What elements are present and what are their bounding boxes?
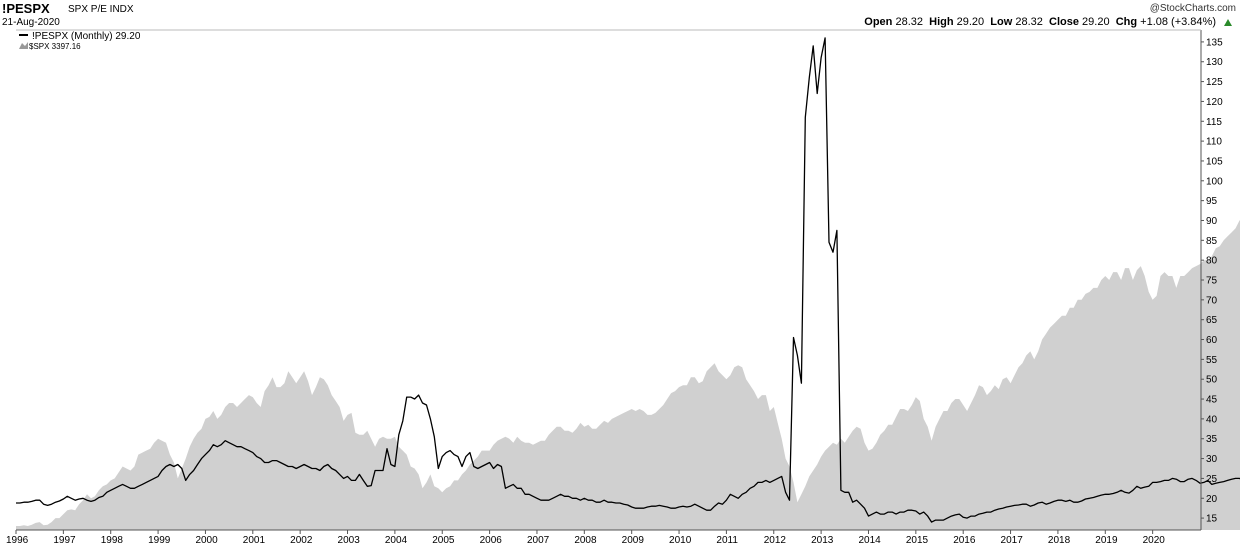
y-tick-label: 15 [1206,514,1218,525]
x-tick-label: 2008 [574,535,597,546]
close-label: Close [1049,16,1079,28]
high-label: High [929,16,954,28]
x-tick-label: 1998 [101,535,124,546]
x-tick-label: 2016 [953,535,976,546]
ohlc-readout: Open 28.32 High 29.20 Low 28.32 Close 29… [864,16,1216,28]
x-tick-label: 2002 [290,535,313,546]
y-tick-label: 110 [1206,137,1222,148]
x-tick-label: 2003 [338,535,361,546]
low-value: 28.32 [1015,16,1043,28]
x-tick-label: 2009 [622,535,645,546]
y-tick-label: 70 [1206,295,1218,306]
x-tick-label: 2001 [243,535,266,546]
x-tick-label: 2007 [527,535,550,546]
legend-area-label: $SPX 3397.16 [29,42,81,51]
x-tick-label: 1996 [6,535,29,546]
x-tick-label: 2000 [195,535,218,546]
chg-label: Chg [1115,16,1138,28]
y-tick-label: 20 [1206,494,1218,505]
high-value: 29.20 [956,16,985,28]
x-tick-label: 2018 [1048,535,1071,546]
y-tick-label: 115 [1206,117,1222,128]
x-tick-label: 2012 [764,535,787,546]
y-tick-label: 45 [1206,395,1218,406]
x-tick-label: 2020 [1143,535,1166,546]
x-tick-label: 2004 [385,535,408,546]
y-tick-label: 95 [1206,196,1218,207]
x-tick-label: 2011 [716,535,738,546]
legend-line-label: !PESPX (Monthly) 29.20 [32,31,141,42]
x-tick-label: 2015 [906,535,929,546]
y-tick-label: 130 [1206,57,1223,68]
y-tick-label: 30 [1206,454,1218,465]
x-tick-label: 2014 [858,535,881,546]
y-tick-label: 55 [1206,355,1218,366]
y-tick-label: 135 [1206,37,1223,48]
y-tick-label: 50 [1206,375,1218,386]
y-tick-label: 65 [1206,315,1218,326]
open-value: 28.32 [895,16,923,28]
x-tick-label: 1999 [148,535,171,546]
x-tick-label: 2019 [1095,535,1118,546]
close-value: 29.20 [1082,16,1110,28]
x-tick-label: 2017 [1001,535,1024,546]
y-tick-label: 80 [1206,256,1218,267]
x-tick-label: 2013 [811,535,834,546]
up-arrow-icon [1224,19,1232,26]
legend-area-swatch [19,42,28,49]
x-tick-label: 1997 [53,535,76,546]
chart-subtitle: SPX P/E INDX [68,4,134,15]
y-tick-label: 125 [1206,77,1223,88]
y-tick-label: 40 [1206,414,1218,425]
y-tick-label: 85 [1206,236,1218,247]
chart-ticker: !PESPX [2,1,50,16]
y-tick-label: 25 [1206,474,1218,485]
y-tick-label: 35 [1206,434,1218,445]
pe-line-series [16,37,1240,523]
y-tick-label: 60 [1206,335,1218,346]
x-tick-label: 2005 [432,535,455,546]
spx-area-series [16,220,1240,530]
brand-watermark[interactable]: @StockCharts.com [1149,3,1236,14]
open-label: Open [864,16,893,28]
chart-date: 21-Aug-2020 [2,17,60,28]
x-tick-label: 2006 [480,535,503,546]
y-tick-label: 105 [1206,156,1223,167]
y-tick-label: 120 [1206,97,1223,108]
y-tick-label: 75 [1206,276,1218,287]
chg-value: +1.08 (+3.84%) [1140,16,1216,28]
y-tick-label: 90 [1206,216,1218,227]
x-tick-label: 2010 [669,535,692,546]
low-label: Low [990,16,1013,28]
y-tick-label: 100 [1206,176,1223,187]
